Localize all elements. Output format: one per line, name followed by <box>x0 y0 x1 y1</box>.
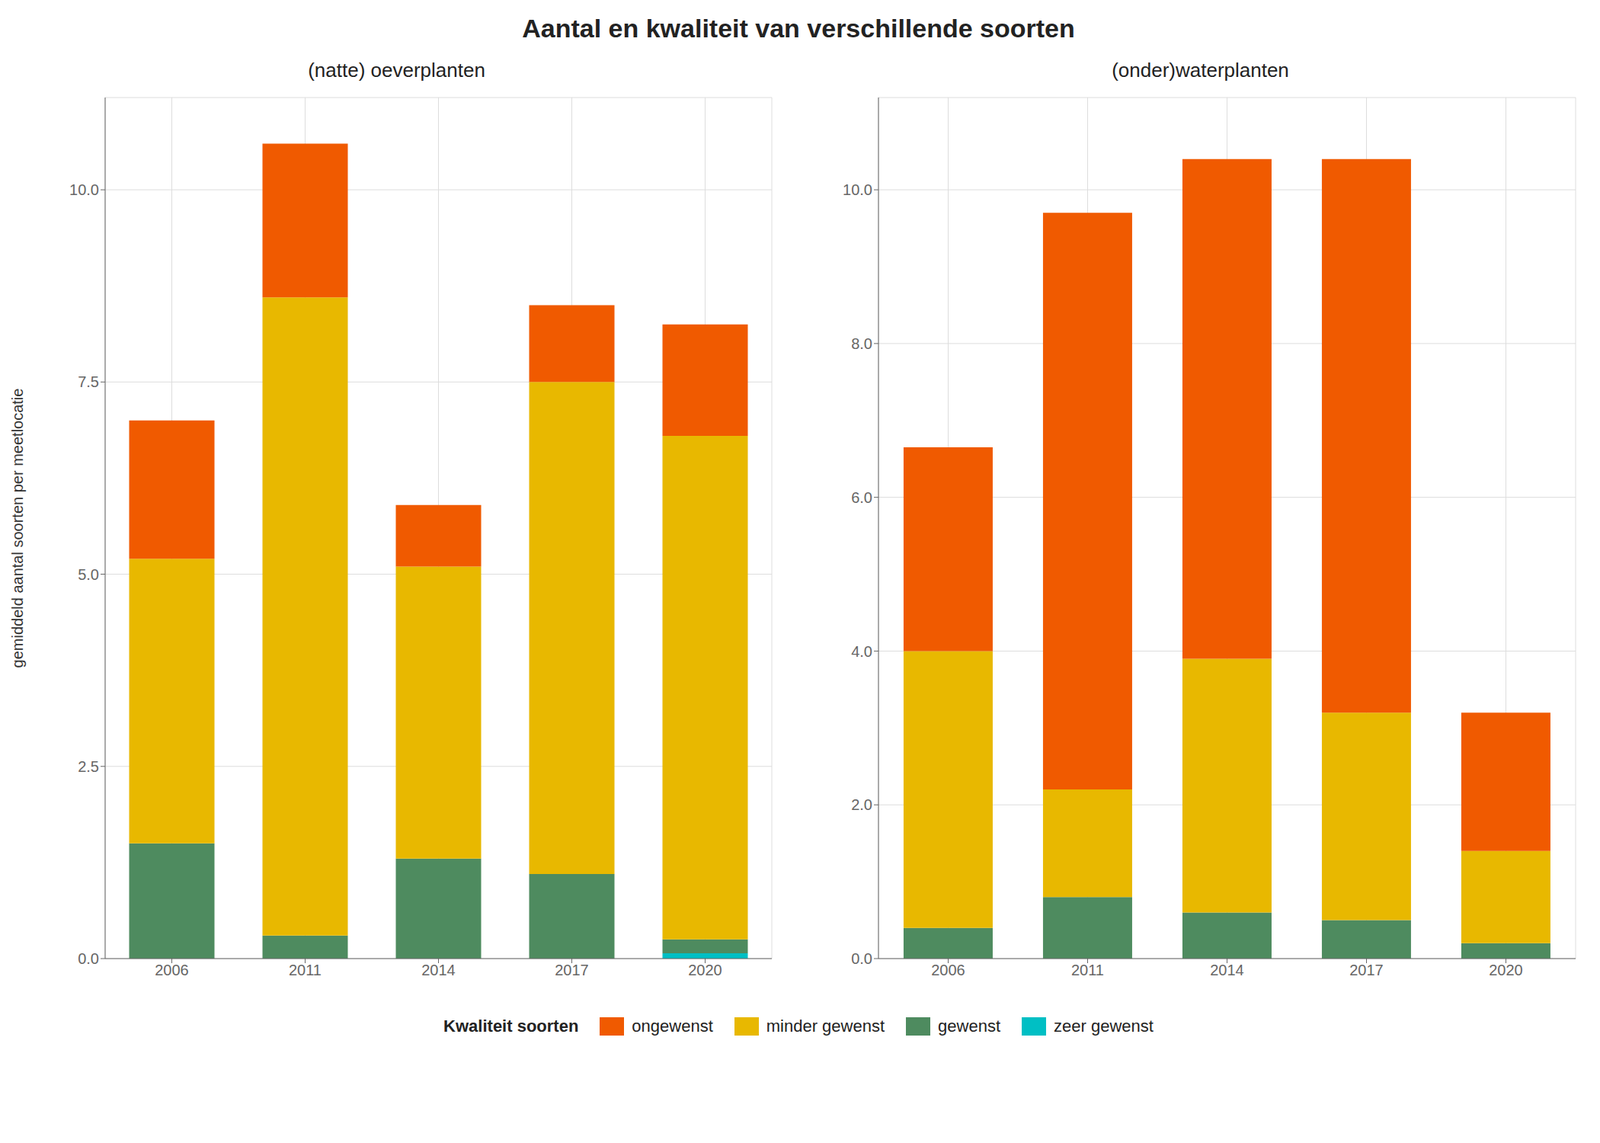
html-text:ongewenst: ongewenst <box>631 1016 713 1036</box>
html-text:Aantal en kwaliteit van versch: Aantal en kwaliteit van verschillende so… <box>522 13 1075 43</box>
html-text:Kwaliteit soorten: Kwaliteit soorten <box>443 1016 579 1036</box>
svg-text:2014: 2014 <box>421 961 456 979</box>
svg-text:0.0: 0.0 <box>77 950 100 967</box>
svg-text:6.0: 6.0 <box>851 489 873 506</box>
svg-text:2017: 2017 <box>554 961 589 979</box>
svg-text:10.0: 10.0 <box>69 181 100 199</box>
svg-text:2011: 2011 <box>1071 961 1104 979</box>
svg-text:2.0: 2.0 <box>851 796 873 813</box>
svg-text:2011: 2011 <box>288 961 322 979</box>
html-text:(natte) oeverplanten: (natte) oeverplanten <box>307 58 486 82</box>
html-text:gewenst: gewenst <box>937 1016 1001 1036</box>
svg-text:2017: 2017 <box>1349 961 1384 979</box>
svg-text:8.0: 8.0 <box>851 335 873 352</box>
svg-text:gemiddeld aantal soorten per m: gemiddeld aantal soorten per meetlocatie <box>9 388 26 669</box>
svg-text:7.5: 7.5 <box>77 373 100 391</box>
svg-text:2014: 2014 <box>1209 961 1245 979</box>
svg-text:5.0: 5.0 <box>77 566 100 583</box>
html-text:zeer gewenst: zeer gewenst <box>1053 1016 1154 1036</box>
svg-text:2020: 2020 <box>688 961 723 979</box>
svg-text:2.5: 2.5 <box>77 758 100 775</box>
svg-text:4.0: 4.0 <box>851 643 873 660</box>
svg-text:10.0: 10.0 <box>842 181 873 199</box>
html-text:(onder)waterplanten: (onder)waterplanten <box>1111 58 1289 82</box>
html-text:minder gewenst: minder gewenst <box>766 1016 885 1036</box>
svg-text:0.0: 0.0 <box>851 950 873 967</box>
svg-text:2006: 2006 <box>154 961 189 979</box>
svg-text:2006: 2006 <box>931 961 966 979</box>
svg-text:2020: 2020 <box>1488 961 1524 979</box>
